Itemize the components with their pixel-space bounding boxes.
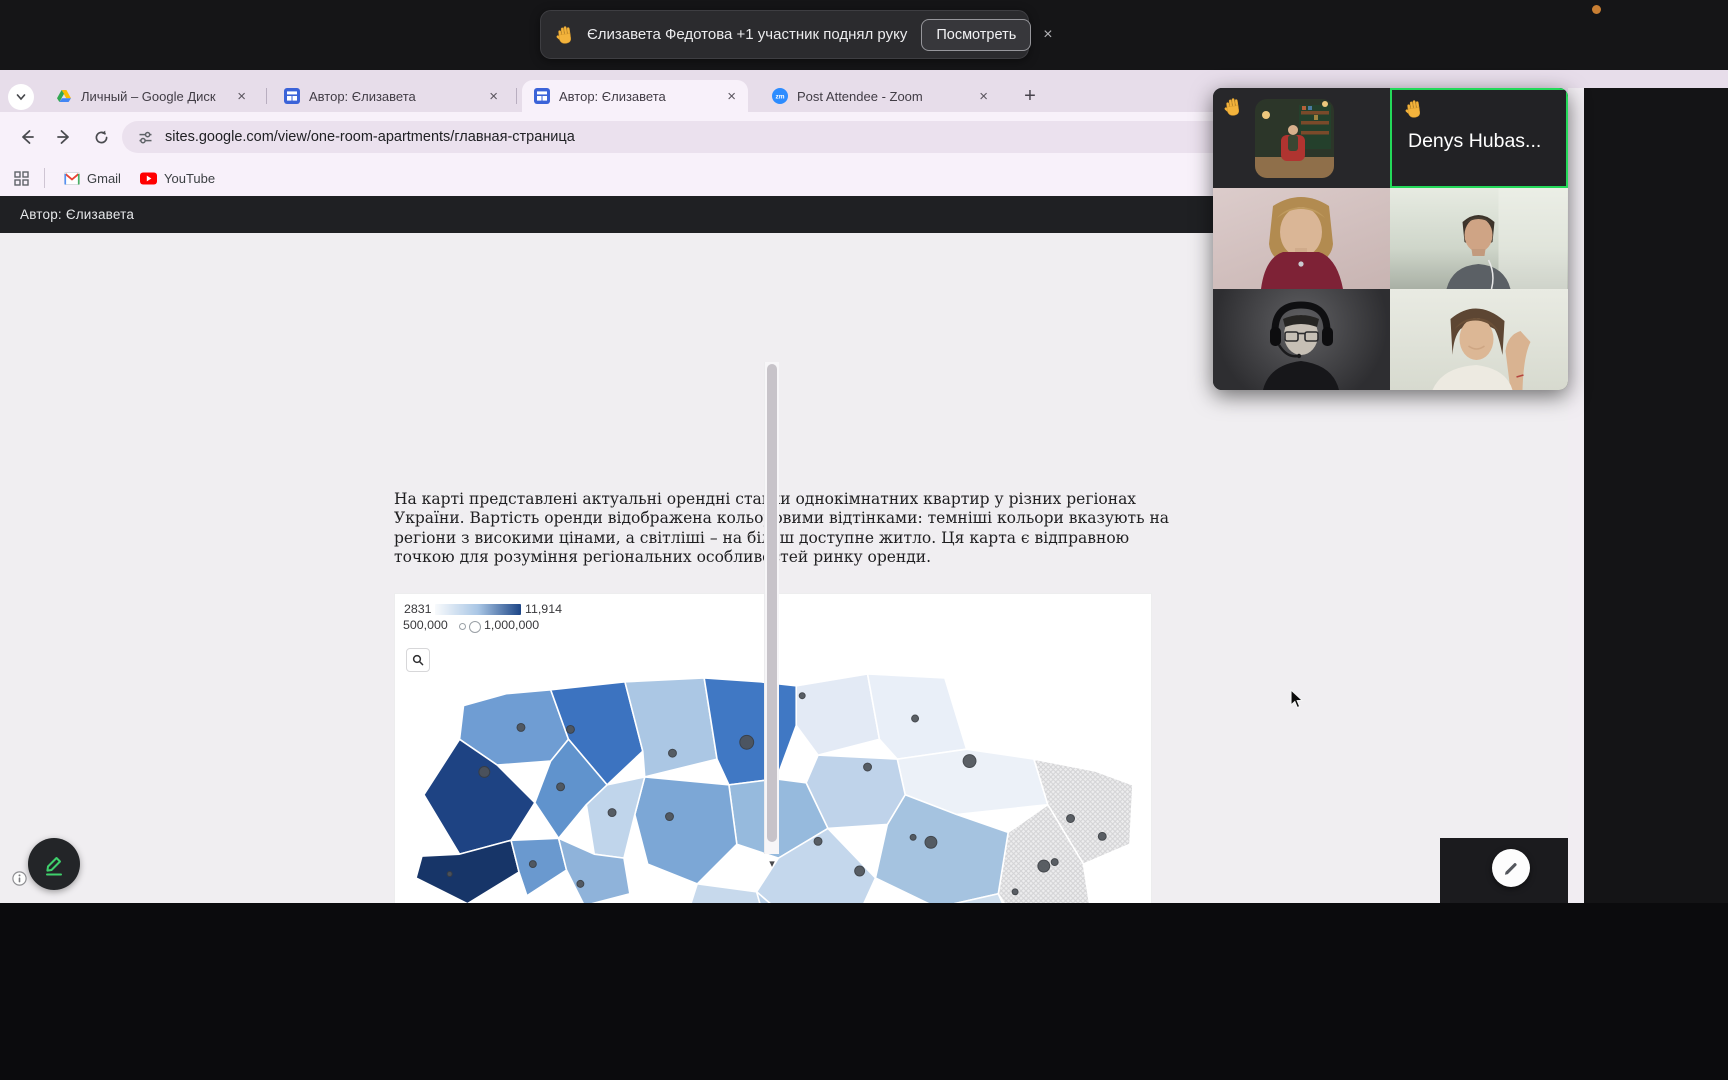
browser-scrollbar[interactable] [1568,88,1584,903]
size-legend-large-circle [469,621,481,633]
legend-color-gradient [435,604,521,615]
tab-sites-2-active[interactable]: Автор: Єлизавета × [522,80,748,112]
sites-edit-fab[interactable] [1492,849,1530,887]
tab-separator [266,88,267,104]
google-sites-icon [534,88,550,104]
bookmark-label: YouTube [164,170,216,186]
bookmark-label: Gmail [87,170,121,186]
tab-label: Автор: Єлизавета [559,88,666,104]
participant-video-1[interactable] [1213,88,1390,188]
tab-label: Post Attendee - Zoom [797,88,923,104]
participant-silhouette [1446,188,1568,289]
participant-video-6[interactable] [1390,289,1568,390]
participant-video-4[interactable] [1390,188,1568,289]
size-legend-min: 500,000 [403,618,448,632]
google-sites-icon [284,88,300,104]
tab-label: Личный – Google Диск [81,88,216,104]
tab-search-chevron-button[interactable] [8,84,34,110]
edit-site-button[interactable] [28,838,80,890]
view-button[interactable]: Посмотреть [921,18,1032,51]
tab-close-icon[interactable]: × [727,87,736,105]
raised-hand-icon [1223,96,1245,118]
tab-close-icon[interactable]: × [237,87,246,105]
tab-zoom[interactable]: zm Post Attendee - Zoom × [760,80,1000,112]
map-embed-scrollbar[interactable] [764,362,779,854]
tab-sites-1[interactable]: Автор: Єлизавета × [272,80,510,112]
url-text[interactable]: sites.google.com/view/one-room-apartment… [165,129,575,145]
bookmarks-divider [44,168,45,188]
svg-text:zm: zm [775,94,784,101]
participant-name: Denys Hubas... [1408,130,1542,152]
tab-google-drive[interactable]: Личный – Google Диск × [44,80,258,112]
participant-video-2-active-speaker[interactable]: Denys Hubas... [1390,88,1568,188]
banner-text: Єлизавета Федотова +1 участник поднял ру… [587,26,908,43]
raised-hand-icon [1404,98,1426,120]
zoom-app-icon: zm [772,88,788,104]
intro-paragraph: На карті представлені актуальні орендні … [394,490,1170,566]
forward-button[interactable] [49,122,79,152]
participant-silhouette [1261,197,1343,289]
bookmark-youtube[interactable]: YouTube [140,166,215,190]
participant-silhouette [1432,308,1531,390]
green-pencil-icon [46,857,62,876]
participant-video-5[interactable] [1213,289,1390,390]
scrollbar-thumb[interactable] [767,364,777,842]
pencil-icon [1504,862,1517,875]
tab-label: Автор: Єлизавета [309,88,416,104]
map-zoom-button[interactable] [406,648,430,672]
recording-indicator-dot [1592,5,1601,14]
banner-close-icon[interactable]: × [1043,25,1053,43]
mouse-cursor [1290,688,1305,715]
apps-grid-button[interactable] [14,166,29,190]
video-thumbnail [1255,99,1334,178]
chevron-down-icon [14,90,28,104]
magnifier-icon [412,654,424,666]
bottom-dark-band [0,903,1728,1080]
google-drive-icon [56,88,72,104]
participant-video-3[interactable] [1213,188,1390,289]
site-settings-icon [138,130,153,145]
size-legend-small-circle [459,623,466,630]
raised-hand-icon [555,24,577,46]
tab-separator [516,88,517,104]
legend-max-value: 11,914 [525,602,562,616]
gmail-icon [64,171,80,185]
youtube-icon [140,172,157,185]
zoom-participants-panel[interactable]: Denys Hubas... [1213,88,1568,390]
participant-silhouette [1263,301,1339,390]
zoom-hand-raised-banner: Єлизавета Федотова +1 участник поднял ру… [540,10,1053,59]
scrollbar-down-arrow[interactable]: ▾ [769,857,775,870]
legend-min-value: 2831 [404,602,432,616]
tab-close-icon[interactable]: × [979,87,988,105]
bookmark-gmail[interactable]: Gmail [64,166,121,190]
reload-button[interactable] [86,122,116,152]
tab-close-icon[interactable]: × [489,87,498,105]
info-icon[interactable] [12,871,27,886]
back-button[interactable] [12,122,42,152]
site-title: Автор: Єлизавета [20,207,135,222]
size-legend-max: 1,000,000 [484,618,540,632]
new-tab-button[interactable]: + [1024,84,1036,107]
